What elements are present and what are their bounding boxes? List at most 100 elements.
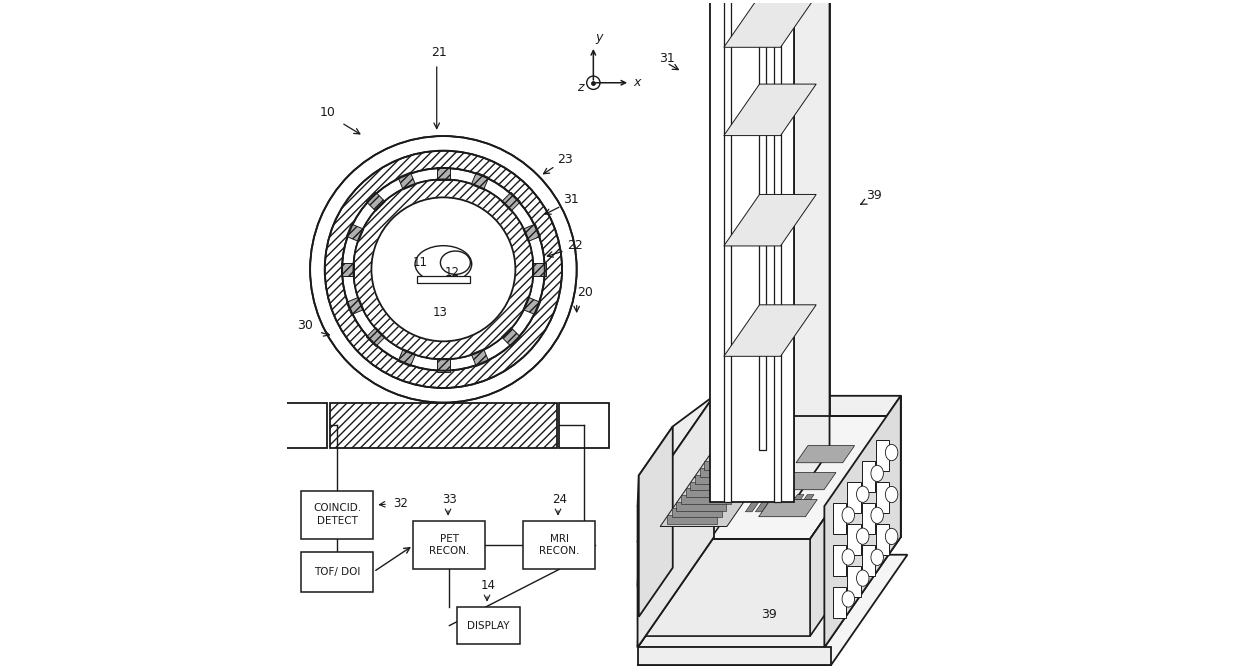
Text: TOF/ DOI: TOF/ DOI xyxy=(314,567,361,577)
Ellipse shape xyxy=(842,549,854,565)
Bar xyxy=(346,224,363,241)
Polygon shape xyxy=(746,0,830,450)
Polygon shape xyxy=(709,454,759,464)
Polygon shape xyxy=(686,489,735,497)
Text: 24: 24 xyxy=(552,493,567,505)
Polygon shape xyxy=(724,0,816,47)
Polygon shape xyxy=(691,482,740,491)
Ellipse shape xyxy=(885,487,898,503)
Polygon shape xyxy=(833,545,846,576)
Polygon shape xyxy=(833,587,846,618)
Polygon shape xyxy=(755,495,774,512)
Ellipse shape xyxy=(842,591,854,607)
Polygon shape xyxy=(672,509,722,517)
Ellipse shape xyxy=(415,246,471,282)
Polygon shape xyxy=(699,468,749,477)
Polygon shape xyxy=(877,482,889,513)
Polygon shape xyxy=(639,427,673,617)
Bar xyxy=(398,172,415,190)
Polygon shape xyxy=(728,416,895,513)
Polygon shape xyxy=(759,499,817,517)
Text: DISPLAY: DISPLAY xyxy=(467,620,510,630)
Polygon shape xyxy=(765,495,784,512)
Polygon shape xyxy=(644,416,895,539)
Polygon shape xyxy=(825,396,900,647)
Bar xyxy=(301,552,373,592)
Bar xyxy=(523,224,541,241)
Text: COINCID.
DETECT: COINCID. DETECT xyxy=(314,503,362,526)
Polygon shape xyxy=(644,539,810,636)
Ellipse shape xyxy=(857,486,869,503)
Polygon shape xyxy=(759,0,766,450)
Polygon shape xyxy=(637,554,908,665)
Polygon shape xyxy=(676,502,727,511)
Polygon shape xyxy=(775,495,794,512)
Text: x: x xyxy=(632,76,640,89)
Polygon shape xyxy=(711,0,746,502)
Circle shape xyxy=(372,198,516,341)
Polygon shape xyxy=(644,416,728,636)
Polygon shape xyxy=(694,475,745,484)
Text: 13: 13 xyxy=(433,306,448,319)
Polygon shape xyxy=(714,396,900,537)
Bar xyxy=(436,358,450,372)
Bar xyxy=(436,167,450,180)
Bar xyxy=(330,403,557,448)
Text: 31: 31 xyxy=(563,193,579,206)
Bar xyxy=(523,521,595,569)
Text: 11: 11 xyxy=(413,256,428,269)
Polygon shape xyxy=(637,506,825,647)
Bar xyxy=(523,297,541,314)
Bar xyxy=(502,192,521,211)
Polygon shape xyxy=(847,523,861,554)
Polygon shape xyxy=(794,0,830,502)
Bar xyxy=(366,327,386,346)
Bar xyxy=(417,276,470,283)
Text: 39: 39 xyxy=(761,607,777,621)
Polygon shape xyxy=(681,495,730,504)
Ellipse shape xyxy=(885,444,898,461)
Text: 33: 33 xyxy=(441,493,456,505)
Text: 22: 22 xyxy=(567,239,583,253)
Bar xyxy=(532,263,546,276)
Text: 32: 32 xyxy=(393,497,408,511)
Ellipse shape xyxy=(842,507,854,523)
Bar xyxy=(413,521,485,569)
Polygon shape xyxy=(711,0,794,502)
Polygon shape xyxy=(796,446,854,463)
Bar xyxy=(278,403,327,448)
Text: 20: 20 xyxy=(577,286,593,299)
Bar xyxy=(301,491,373,538)
Bar xyxy=(366,192,386,211)
Polygon shape xyxy=(637,396,900,506)
Polygon shape xyxy=(785,495,804,512)
Ellipse shape xyxy=(870,507,883,523)
Polygon shape xyxy=(795,495,813,512)
Polygon shape xyxy=(877,524,889,555)
Polygon shape xyxy=(777,472,836,490)
Bar xyxy=(456,607,520,644)
Text: 23: 23 xyxy=(557,153,573,166)
Polygon shape xyxy=(637,396,714,647)
Circle shape xyxy=(310,136,577,403)
Polygon shape xyxy=(724,0,730,502)
Polygon shape xyxy=(724,305,816,356)
Bar xyxy=(502,327,521,346)
Polygon shape xyxy=(862,545,875,576)
Polygon shape xyxy=(862,461,875,492)
Polygon shape xyxy=(745,495,764,512)
Polygon shape xyxy=(810,416,895,636)
Text: 39: 39 xyxy=(866,190,882,202)
Polygon shape xyxy=(862,503,875,534)
Text: MRI
RECON.: MRI RECON. xyxy=(539,534,579,556)
Polygon shape xyxy=(724,84,816,136)
Polygon shape xyxy=(833,503,846,534)
Polygon shape xyxy=(644,513,895,636)
Ellipse shape xyxy=(857,570,869,586)
Polygon shape xyxy=(847,482,861,513)
Bar xyxy=(341,263,355,276)
Polygon shape xyxy=(637,537,900,647)
Ellipse shape xyxy=(885,528,898,544)
Ellipse shape xyxy=(857,528,869,544)
Bar xyxy=(471,172,489,190)
